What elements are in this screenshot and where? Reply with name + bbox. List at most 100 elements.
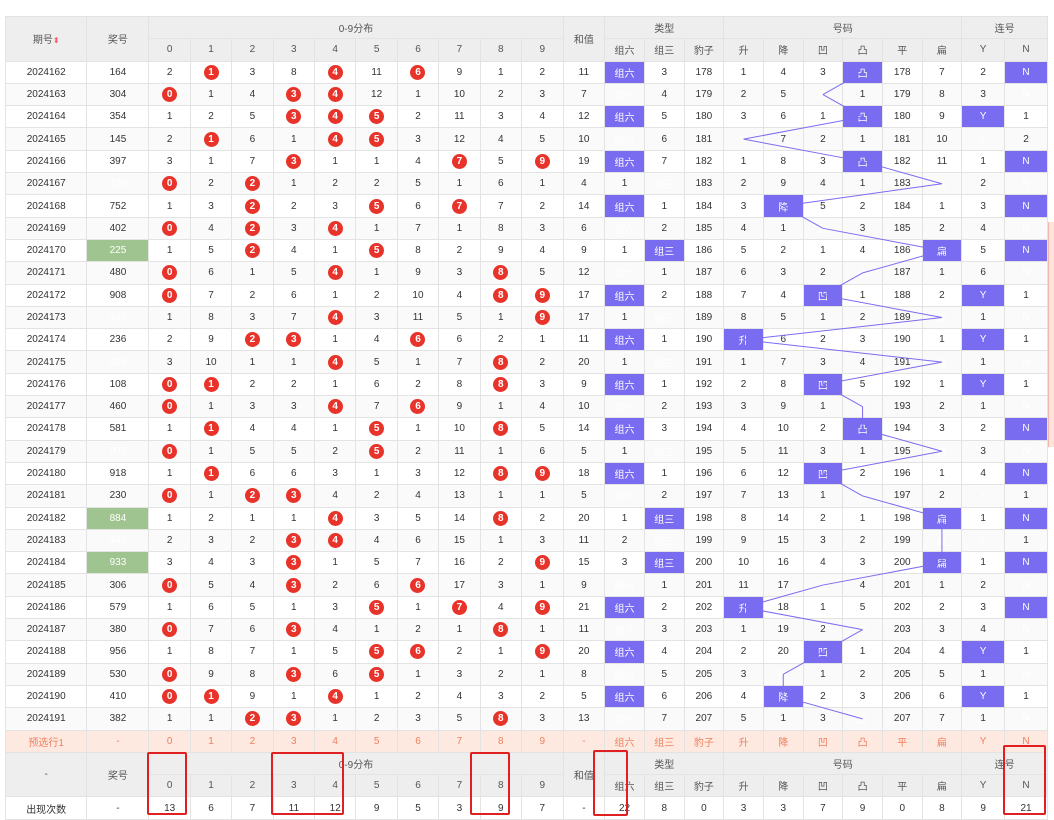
type-cell: 197	[683, 484, 725, 508]
predict-streak[interactable]: Y	[961, 729, 1005, 753]
code-cell: 4	[762, 283, 804, 307]
streak-cell: 1	[961, 149, 1005, 174]
predict-code[interactable]: 降	[762, 729, 804, 753]
type-cell: 200	[683, 551, 725, 575]
col-issue-header[interactable]: 期号⬍	[4, 16, 88, 62]
code-cell: 186	[881, 238, 923, 263]
side-panel-tab[interactable]	[1048, 222, 1054, 447]
predict-digit[interactable]: 1	[189, 729, 233, 753]
predict-code[interactable]: 平	[881, 729, 923, 753]
sum-cell: 20	[562, 506, 606, 530]
issue-cell: 2024182	[4, 506, 88, 530]
col-issue-header[interactable]: -	[4, 751, 88, 798]
predict-code[interactable]: 凸	[842, 729, 883, 753]
digit-cell: 9	[520, 305, 564, 330]
streak-cell: 3	[961, 439, 1005, 463]
type-cell: 5	[643, 105, 685, 129]
predict-code[interactable]: 升	[723, 729, 764, 753]
code-cell: 凹	[802, 640, 844, 664]
digit-cell: 4	[520, 105, 564, 129]
hit-ball: 9	[534, 466, 550, 482]
code-cell: 19	[762, 618, 804, 642]
type-cell: 193	[683, 395, 725, 419]
code-cell: 扁	[921, 551, 963, 575]
predict-digit[interactable]: 6	[396, 729, 440, 753]
digit-cell: 3	[272, 105, 316, 129]
digit-cell: 4	[231, 573, 274, 597]
code-cell: 1	[802, 305, 844, 330]
streak-cell: N	[1004, 172, 1048, 196]
code-cell: 3	[723, 395, 764, 419]
col-dist-header: 0-9分布	[148, 15, 564, 40]
type-cell: 1	[604, 172, 645, 196]
code-cell: 3	[723, 105, 764, 129]
predict-type[interactable]: 组三	[643, 729, 685, 753]
digit-cell: 9	[189, 662, 233, 686]
code-cell: 1	[723, 618, 764, 642]
sort-icon[interactable]: ⬍	[52, 36, 60, 46]
predict-digit[interactable]: 8	[479, 729, 522, 753]
digit-cell: 4	[479, 127, 522, 151]
code-cell: 3	[723, 662, 764, 686]
sum-cell: 17	[562, 283, 606, 307]
hit-ball: 5	[369, 599, 385, 615]
digit-cell: 1	[479, 528, 522, 553]
code-cell: 5	[842, 595, 883, 620]
prize-cell: 304	[86, 82, 150, 107]
predict-digit[interactable]: 5	[355, 729, 398, 753]
streak-cell: N	[1004, 595, 1048, 620]
code-cell: 181	[881, 127, 923, 151]
predict-label[interactable]: 预选行1	[4, 729, 88, 753]
predict-type[interactable]: 组六	[604, 729, 645, 753]
prize-cell: 005	[86, 439, 150, 463]
code-cell: 升	[723, 328, 764, 352]
predict-digit[interactable]: 3	[272, 729, 316, 753]
digit-cell: 2	[396, 684, 440, 709]
digit-cell: 5	[396, 172, 440, 196]
predict-code[interactable]: 凹	[802, 729, 844, 753]
col-code-header: 号码	[723, 15, 963, 40]
prize-cell: 449	[86, 305, 150, 330]
type-cell: 181	[683, 127, 725, 151]
prize-cell: 443	[86, 528, 150, 553]
predict-digit[interactable]: 0	[148, 729, 191, 753]
draw-row: 2024190 410 0 1 9 1 4 1 2 4 3 2 5 组六 6 206 4 降 2 3 206 6 Y 1	[4, 684, 1048, 709]
predict-digit[interactable]: 2	[231, 729, 274, 753]
hit-ball: 4	[327, 354, 343, 370]
predict-code[interactable]: 扁	[921, 729, 963, 753]
digit-cell: 1	[314, 707, 357, 731]
streak-cell: Y	[961, 484, 1005, 508]
prize-cell: 460	[86, 395, 150, 419]
digit-cell: 1	[479, 484, 522, 508]
code-cell: 扁	[921, 238, 963, 263]
digit-cell: 5	[355, 350, 398, 374]
prize-cell: 480	[86, 261, 150, 285]
code-cell: 5	[762, 82, 804, 107]
type-cell: 198	[683, 506, 725, 530]
draw-row: 2024170 225 1 5 2 4 1 5 8 2 9 4 9 1 组三 186 5 2 1 4 186 扁 5 N	[4, 238, 1048, 263]
code-cell: 2	[723, 82, 764, 107]
digit-cell: 2	[314, 439, 357, 463]
predict-type[interactable]: 豹子	[683, 729, 725, 753]
hit-ball: 2	[244, 176, 260, 192]
sum-cell: 5	[562, 684, 606, 709]
digit-cell: 3	[396, 461, 440, 486]
code-cell: 199	[881, 528, 923, 553]
code-cell: 9	[921, 105, 963, 129]
code-cell: 2	[921, 283, 963, 307]
predict-digit[interactable]: 7	[438, 729, 481, 753]
type-cell: 183	[683, 172, 725, 196]
predict-digit[interactable]: 4	[314, 729, 357, 753]
hit-ball: 0	[162, 577, 178, 593]
issue-cell: 2024176	[4, 372, 88, 397]
predict-digit[interactable]: 9	[520, 729, 564, 753]
draw-row: 2024172 908 0 7 2 6 1 2 10 4 8 9 17 组六 2 188 7 4 凹 1 188 2 Y 1	[4, 283, 1048, 307]
digit-header: 1	[189, 38, 233, 62]
type-cell: 组三	[643, 528, 685, 553]
code-cell: 5	[921, 662, 963, 686]
type-cell: 组六	[604, 573, 645, 597]
code-cell: 凸	[842, 261, 883, 285]
code-cell: 3	[921, 417, 963, 441]
hit-ball: 6	[410, 577, 426, 593]
draw-row: 2024182 884 1 2 1 1 4 3 5 14 8 2 20 1 组三 198 8 14 2 1 198 扁 1 N	[4, 506, 1048, 530]
